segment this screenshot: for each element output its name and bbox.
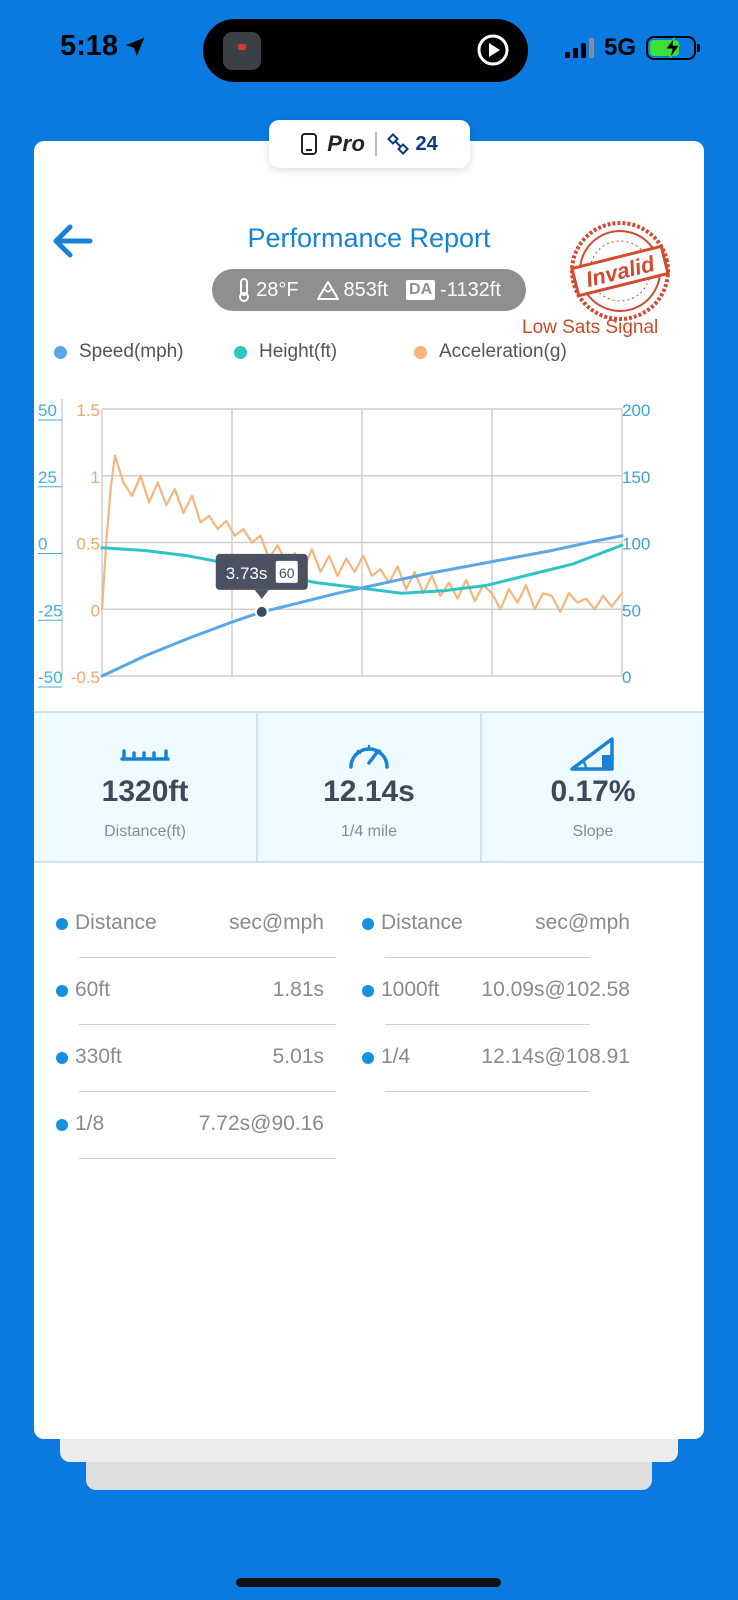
- speed-tick-label: 100: [622, 535, 650, 554]
- network-type: 5G: [603, 34, 636, 61]
- page-title: Performance Report: [247, 223, 491, 253]
- chart-legend: Speed(mph) Height(ft) Acceleration(g): [54, 341, 694, 363]
- accel-tick-label: 0: [91, 601, 100, 620]
- altitude: 853ft: [316, 279, 388, 302]
- home-indicator[interactable]: [236, 1578, 501, 1587]
- split-row: 1/4 12.14s@108.91: [340, 1025, 630, 1092]
- stat-value: 1320ft: [101, 775, 189, 808]
- recording-thumbnail-icon: [223, 32, 261, 70]
- accel-tick-label: 1.5: [76, 401, 100, 420]
- tooltip-speed-box: [275, 560, 298, 583]
- ruler-icon: [120, 749, 170, 761]
- accel-tick-label: 0.5: [76, 535, 100, 554]
- temperature: 28°F: [237, 278, 299, 302]
- speedometer-icon: [349, 744, 389, 769]
- pro-device-badge[interactable]: Pro 24: [269, 120, 470, 168]
- slope-icon: [570, 737, 614, 771]
- summary-stats: 1320ft Distance(ft) 12.14s 1/4 mile 0.17…: [34, 711, 704, 863]
- plan-label: Pro: [327, 131, 366, 156]
- splits-header-left: Distance sec@mph: [34, 891, 336, 958]
- satellite-count: 24: [387, 133, 438, 156]
- stat-slope: 0.17% Slope: [480, 713, 704, 861]
- stat-label: Slope: [572, 823, 614, 840]
- mountain-icon: [316, 281, 339, 300]
- series-line-speed: [100, 534, 624, 678]
- stat-value: 0.17%: [550, 775, 636, 808]
- low-sats-warning: Low Sats Signal: [522, 317, 659, 338]
- device-icon: [301, 133, 318, 155]
- tooltip-time: 3.73s: [226, 564, 268, 583]
- accel-tick-label: -0.5: [71, 668, 100, 687]
- split-row: 1000ft 10.09s@102.58: [340, 958, 630, 1025]
- stat-distance: 1320ft Distance(ft): [34, 713, 256, 861]
- thermometer-icon: [239, 278, 250, 302]
- status-time: 5:18: [60, 30, 146, 63]
- location-arrow-icon: [125, 37, 145, 56]
- height-tick-label: 50: [38, 401, 57, 420]
- splits-header-right: Distance sec@mph: [340, 891, 630, 958]
- height-tick-label: -25: [38, 601, 63, 620]
- speed-tick-label: 150: [622, 468, 650, 487]
- environment-pill: 28°F 853ft DA -1132ft: [212, 269, 526, 311]
- stat-quarter-mile: 12.14s 1/4 mile: [256, 713, 480, 861]
- satellite-icon: [387, 133, 410, 155]
- legend-height[interactable]: Height(ft): [234, 341, 414, 363]
- back-arrow-icon[interactable]: [50, 223, 96, 259]
- tooltip-speed: 60: [279, 565, 295, 581]
- split-row: 330ft 5.01s: [34, 1025, 336, 1092]
- speed-tick-label: 50: [622, 601, 641, 620]
- legend-speed[interactable]: Speed(mph): [54, 341, 234, 363]
- density-altitude: DA -1132ft: [406, 279, 501, 302]
- status-bar: 5:18 5G: [0, 0, 738, 100]
- battery-charging-icon: [646, 36, 700, 60]
- cell-signal-icon: [564, 38, 594, 58]
- height-tick-label: -50: [38, 668, 63, 687]
- series-line-accel: [100, 454, 624, 613]
- tooltip-point: [254, 604, 269, 619]
- split-row: 60ft 1.81s: [34, 958, 336, 1025]
- performance-chart[interactable]: 50 25 0 -25 -50 1.5 1 0.5 0 -0.5 200 150 100 50 0 3.73s…: [34, 379, 704, 689]
- speed-tick-label: 0: [622, 668, 631, 687]
- accel-tick-label: 1: [91, 468, 100, 487]
- stat-value: 12.14s: [323, 775, 415, 808]
- speed-tick-label: 200: [622, 401, 650, 420]
- tooltip-pointer: [254, 589, 269, 599]
- legend-acceleration[interactable]: Acceleration(g): [414, 341, 567, 363]
- height-tick-label: 0: [38, 535, 47, 554]
- da-icon: DA: [406, 280, 436, 300]
- split-row: 1/8 7.72s@90.16: [34, 1092, 336, 1159]
- stat-label: 1/4 mile: [340, 823, 398, 840]
- report-card: Performance Report 28°F 853ft DA -1132ft…: [34, 141, 704, 1439]
- height-tick-label: 25: [38, 468, 57, 487]
- stat-label: Distance(ft): [104, 823, 186, 840]
- badge-divider: [375, 132, 378, 156]
- play-icon[interactable]: [476, 33, 510, 67]
- dynamic-island[interactable]: [203, 19, 528, 82]
- invalid-stamp: Invalid: [570, 221, 670, 321]
